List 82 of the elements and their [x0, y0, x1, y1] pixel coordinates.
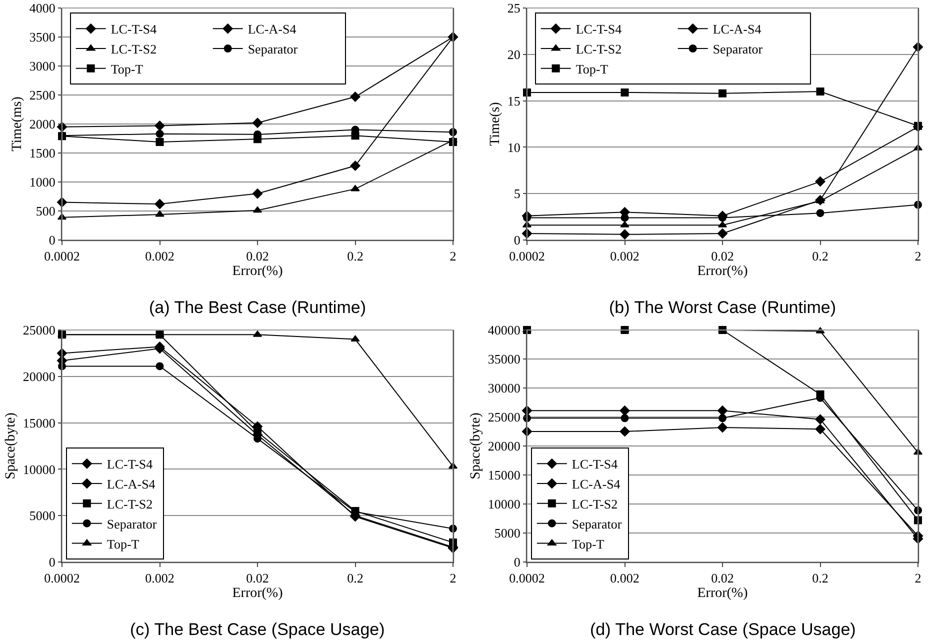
- legend-label: Separator: [712, 42, 764, 57]
- x-tick-label: 0.2: [812, 248, 828, 264]
- x-axis-title: Error(%): [697, 586, 748, 601]
- legend-label: Separator: [106, 516, 158, 532]
- legend-label: LC-A-S4: [248, 22, 297, 37]
- x-tick-label: 0.0002: [44, 248, 80, 264]
- y-axis-title: Space(byte): [468, 412, 484, 480]
- y-axis-title: Space(byte): [4, 412, 18, 480]
- x-tick-label: 2: [914, 570, 922, 586]
- y-tick-label: 25000: [22, 322, 56, 338]
- legend-label: LC-T-S4: [110, 22, 158, 37]
- y-tick-label: 500: [36, 204, 56, 219]
- legend-label: Top-T: [572, 536, 604, 552]
- legend-label: LC-T-S4: [572, 456, 618, 472]
- y-tick-label: 4000: [29, 0, 56, 16]
- y-tick-label: 0: [514, 554, 520, 570]
- y-tick-label: 2500: [29, 88, 56, 103]
- x-tick-label: 0.002: [610, 248, 640, 264]
- legend-label: LC-A-S4: [572, 476, 621, 492]
- y-tick-label: 5000: [494, 526, 520, 541]
- x-tick-label: 0.2: [812, 570, 828, 586]
- y-tick-label: 30000: [488, 380, 520, 396]
- legend-label: LC-T-S4: [576, 22, 622, 37]
- x-tick-label: 2: [450, 248, 456, 264]
- x-tick-label: 0.0002: [509, 248, 545, 264]
- y-tick-label: 2000: [29, 116, 56, 132]
- y-tick-label: 15000: [22, 415, 56, 430]
- legend-label: Top-T: [110, 61, 144, 76]
- x-axis-title: Error(%): [697, 264, 748, 279]
- y-tick-label: 25000: [488, 410, 520, 425]
- y-tick-label: 15000: [488, 468, 520, 483]
- x-tick-label: 0.2: [347, 248, 364, 264]
- legend-label: LC-T-S2: [106, 496, 153, 512]
- x-tick-label: 0.002: [610, 570, 640, 586]
- y-tick-label: 10: [507, 140, 520, 155]
- text: (a) The Best Case (Runtime): [149, 298, 366, 317]
- legend-label: Separator: [572, 516, 622, 532]
- y-tick-label: 1000: [29, 174, 56, 190]
- y-tick-label: 0: [514, 232, 520, 248]
- x-tick-label: 0.0002: [44, 570, 80, 586]
- y-tick-label: 0: [48, 232, 56, 248]
- x-tick-label: 0.002: [145, 248, 174, 264]
- x-axis-title: Error(%): [232, 264, 284, 279]
- legend-label: LC-T-S2: [110, 42, 157, 57]
- y-tick-label: 10000: [488, 496, 520, 512]
- x-tick-label: 0.002: [145, 570, 174, 586]
- legend-label: Top-T: [576, 61, 608, 76]
- x-tick-label: 0.0002: [509, 570, 545, 586]
- y-tick-label: 20: [507, 46, 520, 62]
- y-tick-label: 25: [507, 0, 520, 16]
- y-tick-label: 35000: [488, 352, 520, 367]
- y-tick-label: 3500: [29, 30, 56, 45]
- x-tick-label: 2: [914, 248, 922, 264]
- y-tick-label: 0: [48, 554, 56, 570]
- y-tick-label: 20000: [488, 438, 520, 454]
- y-axis-title: Time(s): [488, 102, 503, 146]
- y-tick-label: 5: [514, 186, 520, 202]
- text: (c) The Best Case (Space Usage): [130, 620, 385, 639]
- legend-label: Top-T: [106, 536, 140, 552]
- legend-label: LC-T-S4: [106, 456, 154, 472]
- text: (d) The Worst Case (Space Usage): [590, 620, 856, 639]
- text: (b) The Worst Case (Runtime): [609, 298, 836, 317]
- y-tick-label: 15: [507, 93, 520, 108]
- legend-label: LC-T-S2: [576, 42, 622, 57]
- y-tick-label: 20000: [22, 368, 56, 384]
- legend-label: LC-T-S2: [572, 496, 618, 512]
- x-tick-label: 0.02: [711, 248, 734, 264]
- legend-label: Separator: [248, 42, 298, 57]
- y-tick-label: 1500: [29, 146, 56, 161]
- y-tick-label: 40000: [488, 322, 520, 338]
- legend-label: LC-A-S4: [106, 476, 156, 492]
- x-axis-title: Error(%): [232, 586, 284, 601]
- x-tick-label: 0.02: [246, 570, 269, 586]
- y-tick-label: 10000: [22, 462, 56, 477]
- y-axis-title: Time(ms): [10, 96, 25, 152]
- y-tick-label: 5000: [29, 508, 56, 524]
- y-tick-label: 3000: [29, 58, 56, 74]
- x-tick-label: 2: [450, 570, 456, 586]
- x-tick-label: 0.02: [711, 570, 734, 586]
- legend-label: LC-A-S4: [712, 22, 762, 37]
- x-tick-label: 0.2: [347, 570, 364, 586]
- x-tick-label: 0.02: [246, 248, 269, 264]
